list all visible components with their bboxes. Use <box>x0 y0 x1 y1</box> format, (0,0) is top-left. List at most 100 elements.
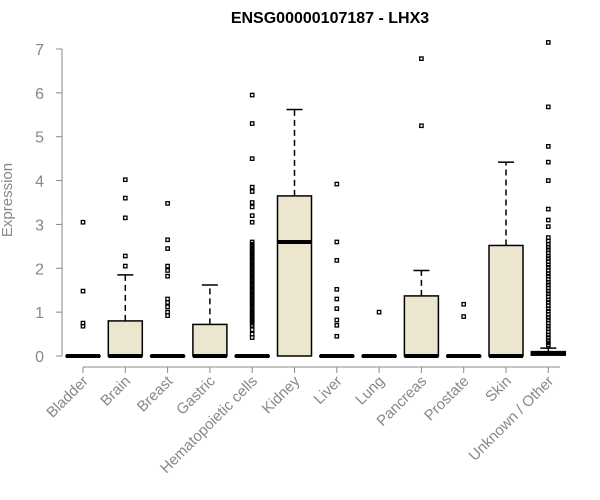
outlier-point <box>334 333 340 339</box>
outlier-point <box>165 300 170 305</box>
y-tick-label: 5 <box>35 130 44 147</box>
outlier-point <box>249 219 255 225</box>
outlier-point <box>334 258 340 263</box>
outlier-point <box>249 184 255 190</box>
outlier-point <box>545 315 551 320</box>
outlier-point <box>545 159 551 165</box>
outlier-point <box>545 40 551 45</box>
box-group <box>488 161 524 358</box>
box-group <box>403 56 440 358</box>
outlier-point <box>80 288 86 294</box>
outlier-point <box>545 279 551 285</box>
outlier-point <box>545 297 551 303</box>
outlier-point <box>334 239 340 245</box>
outlier-point <box>545 323 551 329</box>
x-tick-label: Skin <box>482 373 515 406</box>
outlier-point <box>545 262 551 268</box>
boxes-layer <box>65 40 567 358</box>
outlier-point <box>545 104 551 110</box>
outlier-point <box>122 177 128 183</box>
outlier-point <box>545 342 551 348</box>
x-tick-label: Brain <box>97 373 134 410</box>
outlier-point <box>545 306 551 311</box>
box-group <box>192 284 228 358</box>
box-group <box>107 177 144 358</box>
outlier-point <box>376 309 382 315</box>
y-ticks: 0 1 2 3 4 5 6 7 <box>35 42 62 366</box>
y-tick-label: 0 <box>35 349 44 366</box>
outlier-point <box>249 189 255 194</box>
box-group <box>234 92 270 358</box>
box-group <box>65 219 101 358</box>
outlier-point <box>545 332 551 338</box>
y-tick-label: 1 <box>35 305 44 322</box>
box-group <box>361 309 397 358</box>
outlier-point <box>461 301 467 307</box>
box-iqr <box>192 323 228 357</box>
outlier-point <box>545 288 551 294</box>
x-tick-label: Liver <box>311 373 346 408</box>
y-axis-label: Expression <box>0 163 16 237</box>
x-tick-label: Kidney <box>259 372 304 417</box>
outlier-point <box>80 219 86 225</box>
outlier-point <box>249 200 255 205</box>
x-tick-label: Lung <box>352 373 388 409</box>
outlier-point <box>80 323 86 329</box>
y-tick-label: 3 <box>35 217 44 234</box>
box-iqr <box>276 195 313 357</box>
outlier-point <box>249 204 255 210</box>
outlier-point <box>419 123 424 129</box>
outlier-point <box>334 317 340 323</box>
y-tick-label: 4 <box>35 174 44 191</box>
outlier-point <box>545 271 551 276</box>
outlier-point <box>545 253 551 259</box>
outlier-point <box>249 121 255 126</box>
outlier-point <box>249 327 255 333</box>
box-group <box>276 108 313 357</box>
outlier-point <box>334 306 340 311</box>
outlier-point <box>334 286 340 292</box>
outlier-point <box>545 144 551 149</box>
outlier-point <box>165 246 170 251</box>
outlier-point <box>461 314 467 319</box>
outlier-point <box>545 206 551 212</box>
outlier-point <box>249 92 255 98</box>
outlier-point <box>165 304 170 310</box>
box-iqr <box>488 244 524 357</box>
outlier-point <box>249 213 255 219</box>
outlier-point <box>165 313 170 319</box>
outlier-point <box>334 296 340 302</box>
x-tick-label: Bladder <box>43 373 92 422</box>
outlier-point <box>545 244 551 250</box>
y-tick-label: 2 <box>35 261 44 278</box>
outlier-point <box>249 156 255 161</box>
x-tick-label: Breast <box>134 372 177 415</box>
outlier-point <box>122 215 128 221</box>
outlier-point <box>165 237 170 243</box>
outlier-point <box>249 322 255 328</box>
outlier-point <box>419 56 424 61</box>
box-iqr <box>403 295 440 357</box>
chart-title: ENSG00000107187 - LHX3 <box>231 10 429 27</box>
box-group <box>319 181 355 358</box>
outlier-point <box>545 224 551 229</box>
outlier-point <box>122 263 128 269</box>
y-tick-label: 6 <box>35 86 44 103</box>
outlier-point <box>122 195 128 201</box>
y-tick-label: 7 <box>35 42 44 59</box>
outlier-point <box>249 335 255 340</box>
outlier-point <box>545 178 551 183</box>
box-group <box>530 40 567 356</box>
outlier-point <box>165 201 170 206</box>
outlier-point <box>545 217 551 223</box>
x-tick-label: Prostate <box>421 373 473 425</box>
box-group <box>149 201 186 358</box>
outlier-point <box>122 253 128 259</box>
outlier-point <box>334 181 340 187</box>
outlier-point <box>165 263 170 269</box>
box-iqr <box>107 320 144 357</box>
outlier-point <box>165 273 170 279</box>
outlier-point <box>165 268 170 273</box>
